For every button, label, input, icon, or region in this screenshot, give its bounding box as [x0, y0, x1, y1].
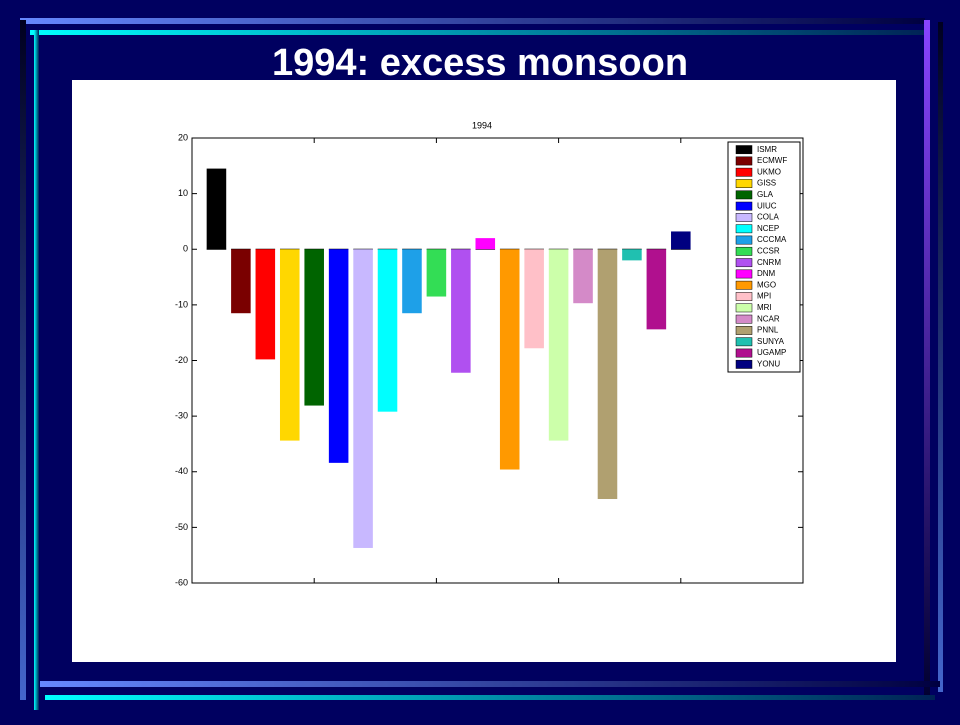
- bar: [377, 249, 398, 412]
- legend-label: SUNYA: [757, 337, 785, 346]
- legend-label: NCAR: [757, 314, 780, 323]
- legend-label: DNM: [757, 269, 776, 278]
- bar: [573, 249, 593, 304]
- bar: [279, 249, 300, 441]
- bar: [255, 249, 276, 360]
- y-tick-label: -60: [175, 577, 188, 587]
- bar: [622, 249, 642, 261]
- y-tick-label: 0: [183, 244, 188, 254]
- legend-label: PNNL: [757, 326, 779, 335]
- legend-label: MGO: [757, 280, 776, 289]
- legend-label: GISS: [757, 179, 776, 188]
- slide-title: 1994: excess monsoon: [272, 42, 688, 84]
- y-tick-label: 10: [178, 188, 188, 198]
- legend-swatch: [735, 314, 753, 324]
- bar: [426, 249, 447, 297]
- bar: [304, 249, 324, 406]
- legend-swatch: [735, 258, 753, 268]
- legend-swatch: [735, 269, 753, 279]
- bar: [328, 249, 349, 463]
- y-tick-label: -30: [175, 411, 188, 421]
- legend-label: MRI: [757, 303, 772, 312]
- bar: [402, 249, 422, 314]
- deco-line: [45, 695, 935, 700]
- legend-swatch: [735, 201, 753, 211]
- legend-swatch: [735, 156, 753, 166]
- legend-label: MPI: [757, 292, 771, 301]
- deco-line: [30, 30, 930, 35]
- legend-swatch: [735, 348, 753, 358]
- deco-line: [924, 20, 930, 700]
- y-tick-label: -50: [175, 522, 188, 532]
- legend-label: ISMR: [757, 145, 777, 154]
- y-tick-label: -10: [175, 299, 188, 309]
- legend-swatch: [735, 179, 753, 188]
- legend-swatch: [735, 303, 753, 313]
- bar: [646, 249, 667, 330]
- legend-swatch: [735, 145, 753, 155]
- bar: [206, 168, 227, 250]
- chart-title: 1994: [472, 120, 492, 130]
- bar: [353, 249, 373, 548]
- deco-line: [20, 20, 26, 700]
- deco-line: [20, 18, 925, 24]
- y-tick-label: 20: [178, 132, 188, 142]
- legend-label: UIUC: [757, 201, 777, 210]
- legend-swatch: [735, 190, 753, 200]
- bar: [451, 249, 471, 373]
- legend-label: COLA: [757, 213, 779, 222]
- legend-label: CNRM: [757, 258, 781, 267]
- deco-line: [40, 681, 940, 687]
- legend-swatch: [735, 167, 753, 177]
- legend-swatch: [735, 235, 753, 245]
- legend-label: UGAMP: [757, 348, 786, 357]
- legend-label: NCEP: [757, 224, 779, 233]
- bar: [548, 249, 569, 441]
- y-tick-label: -40: [175, 466, 188, 476]
- legend-swatch: [735, 246, 753, 256]
- bar: [597, 249, 618, 500]
- deco-line: [938, 22, 943, 692]
- legend-swatch: [735, 213, 753, 222]
- y-tick-label: -20: [175, 355, 188, 365]
- legend-label: CCCMA: [757, 235, 787, 244]
- deco-line: [34, 30, 39, 710]
- legend-label: GLA: [757, 190, 774, 199]
- legend-swatch: [735, 337, 753, 347]
- legend-swatch: [735, 280, 753, 290]
- legend-label: ECMWF: [757, 156, 787, 165]
- legend-swatch: [735, 359, 753, 369]
- legend-label: CCSR: [757, 246, 780, 255]
- legend-swatch: [735, 292, 753, 301]
- legend-swatch: [735, 224, 753, 234]
- legend-label: UKMO: [757, 167, 781, 176]
- bar: [475, 238, 496, 250]
- bar: [499, 249, 520, 470]
- legend-label: YONU: [757, 359, 780, 368]
- legend-swatch: [735, 326, 753, 335]
- bar: [231, 249, 251, 314]
- bar: [671, 231, 691, 250]
- bar: [524, 249, 544, 349]
